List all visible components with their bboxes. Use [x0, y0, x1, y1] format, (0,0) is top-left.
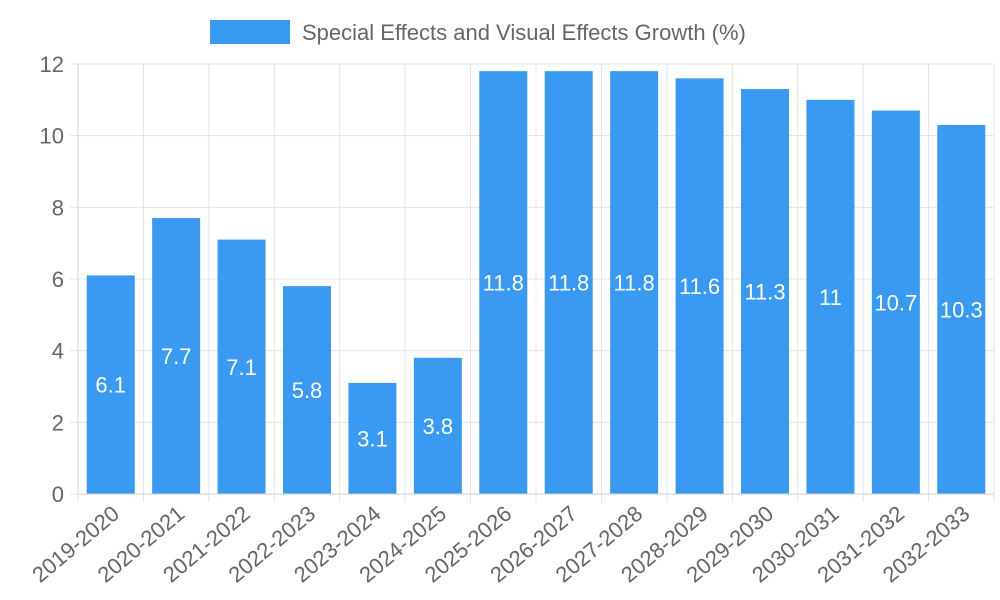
bar	[348, 382, 397, 494]
data-label: 10.3	[940, 297, 983, 322]
y-tick-label: 10	[40, 124, 64, 149]
bar	[675, 78, 724, 494]
legend-swatch	[210, 20, 290, 44]
data-label: 11.8	[548, 271, 589, 296]
data-label: 10.7	[874, 290, 917, 315]
bar	[871, 110, 920, 494]
bar	[610, 71, 659, 495]
bar	[283, 286, 331, 494]
data-label: 3.1	[357, 426, 388, 451]
data-label: 11.6	[679, 274, 720, 299]
bar	[806, 99, 855, 494]
data-label: 11.8	[614, 271, 655, 296]
data-label: 11.3	[744, 280, 785, 305]
bar	[217, 239, 266, 494]
y-tick-label: 6	[52, 267, 64, 292]
y-tick-label: 8	[52, 195, 64, 220]
y-tick-label: 12	[40, 52, 64, 77]
y-tick-label: 4	[52, 339, 64, 364]
bar	[544, 71, 593, 495]
gridlines	[70, 63, 995, 502]
data-label: 5.8	[292, 378, 323, 403]
legend: Special Effects and Visual Effects Growt…	[210, 20, 746, 45]
data-label: 3.8	[423, 414, 454, 439]
bar	[937, 124, 986, 495]
bar	[741, 89, 789, 494]
bar	[152, 218, 201, 495]
data-label: 7.7	[161, 344, 192, 369]
y-tick-label: 2	[52, 410, 64, 435]
data-labels: 6.1 7.7 7.1 5.8 3.1 3.8 11.8 11.8 11.8 11.6 11.3 11…	[95, 271, 982, 452]
bar	[413, 357, 462, 494]
data-label: 11	[819, 285, 842, 310]
bars	[86, 71, 986, 495]
legend-label: Special Effects and Visual Effects Growt…	[302, 20, 746, 45]
bar	[86, 275, 135, 494]
data-label: 7.1	[226, 355, 257, 380]
data-label: 6.1	[95, 373, 126, 398]
data-label: 11.8	[483, 271, 524, 296]
bar	[479, 71, 528, 495]
y-tick-label: 0	[52, 482, 64, 507]
